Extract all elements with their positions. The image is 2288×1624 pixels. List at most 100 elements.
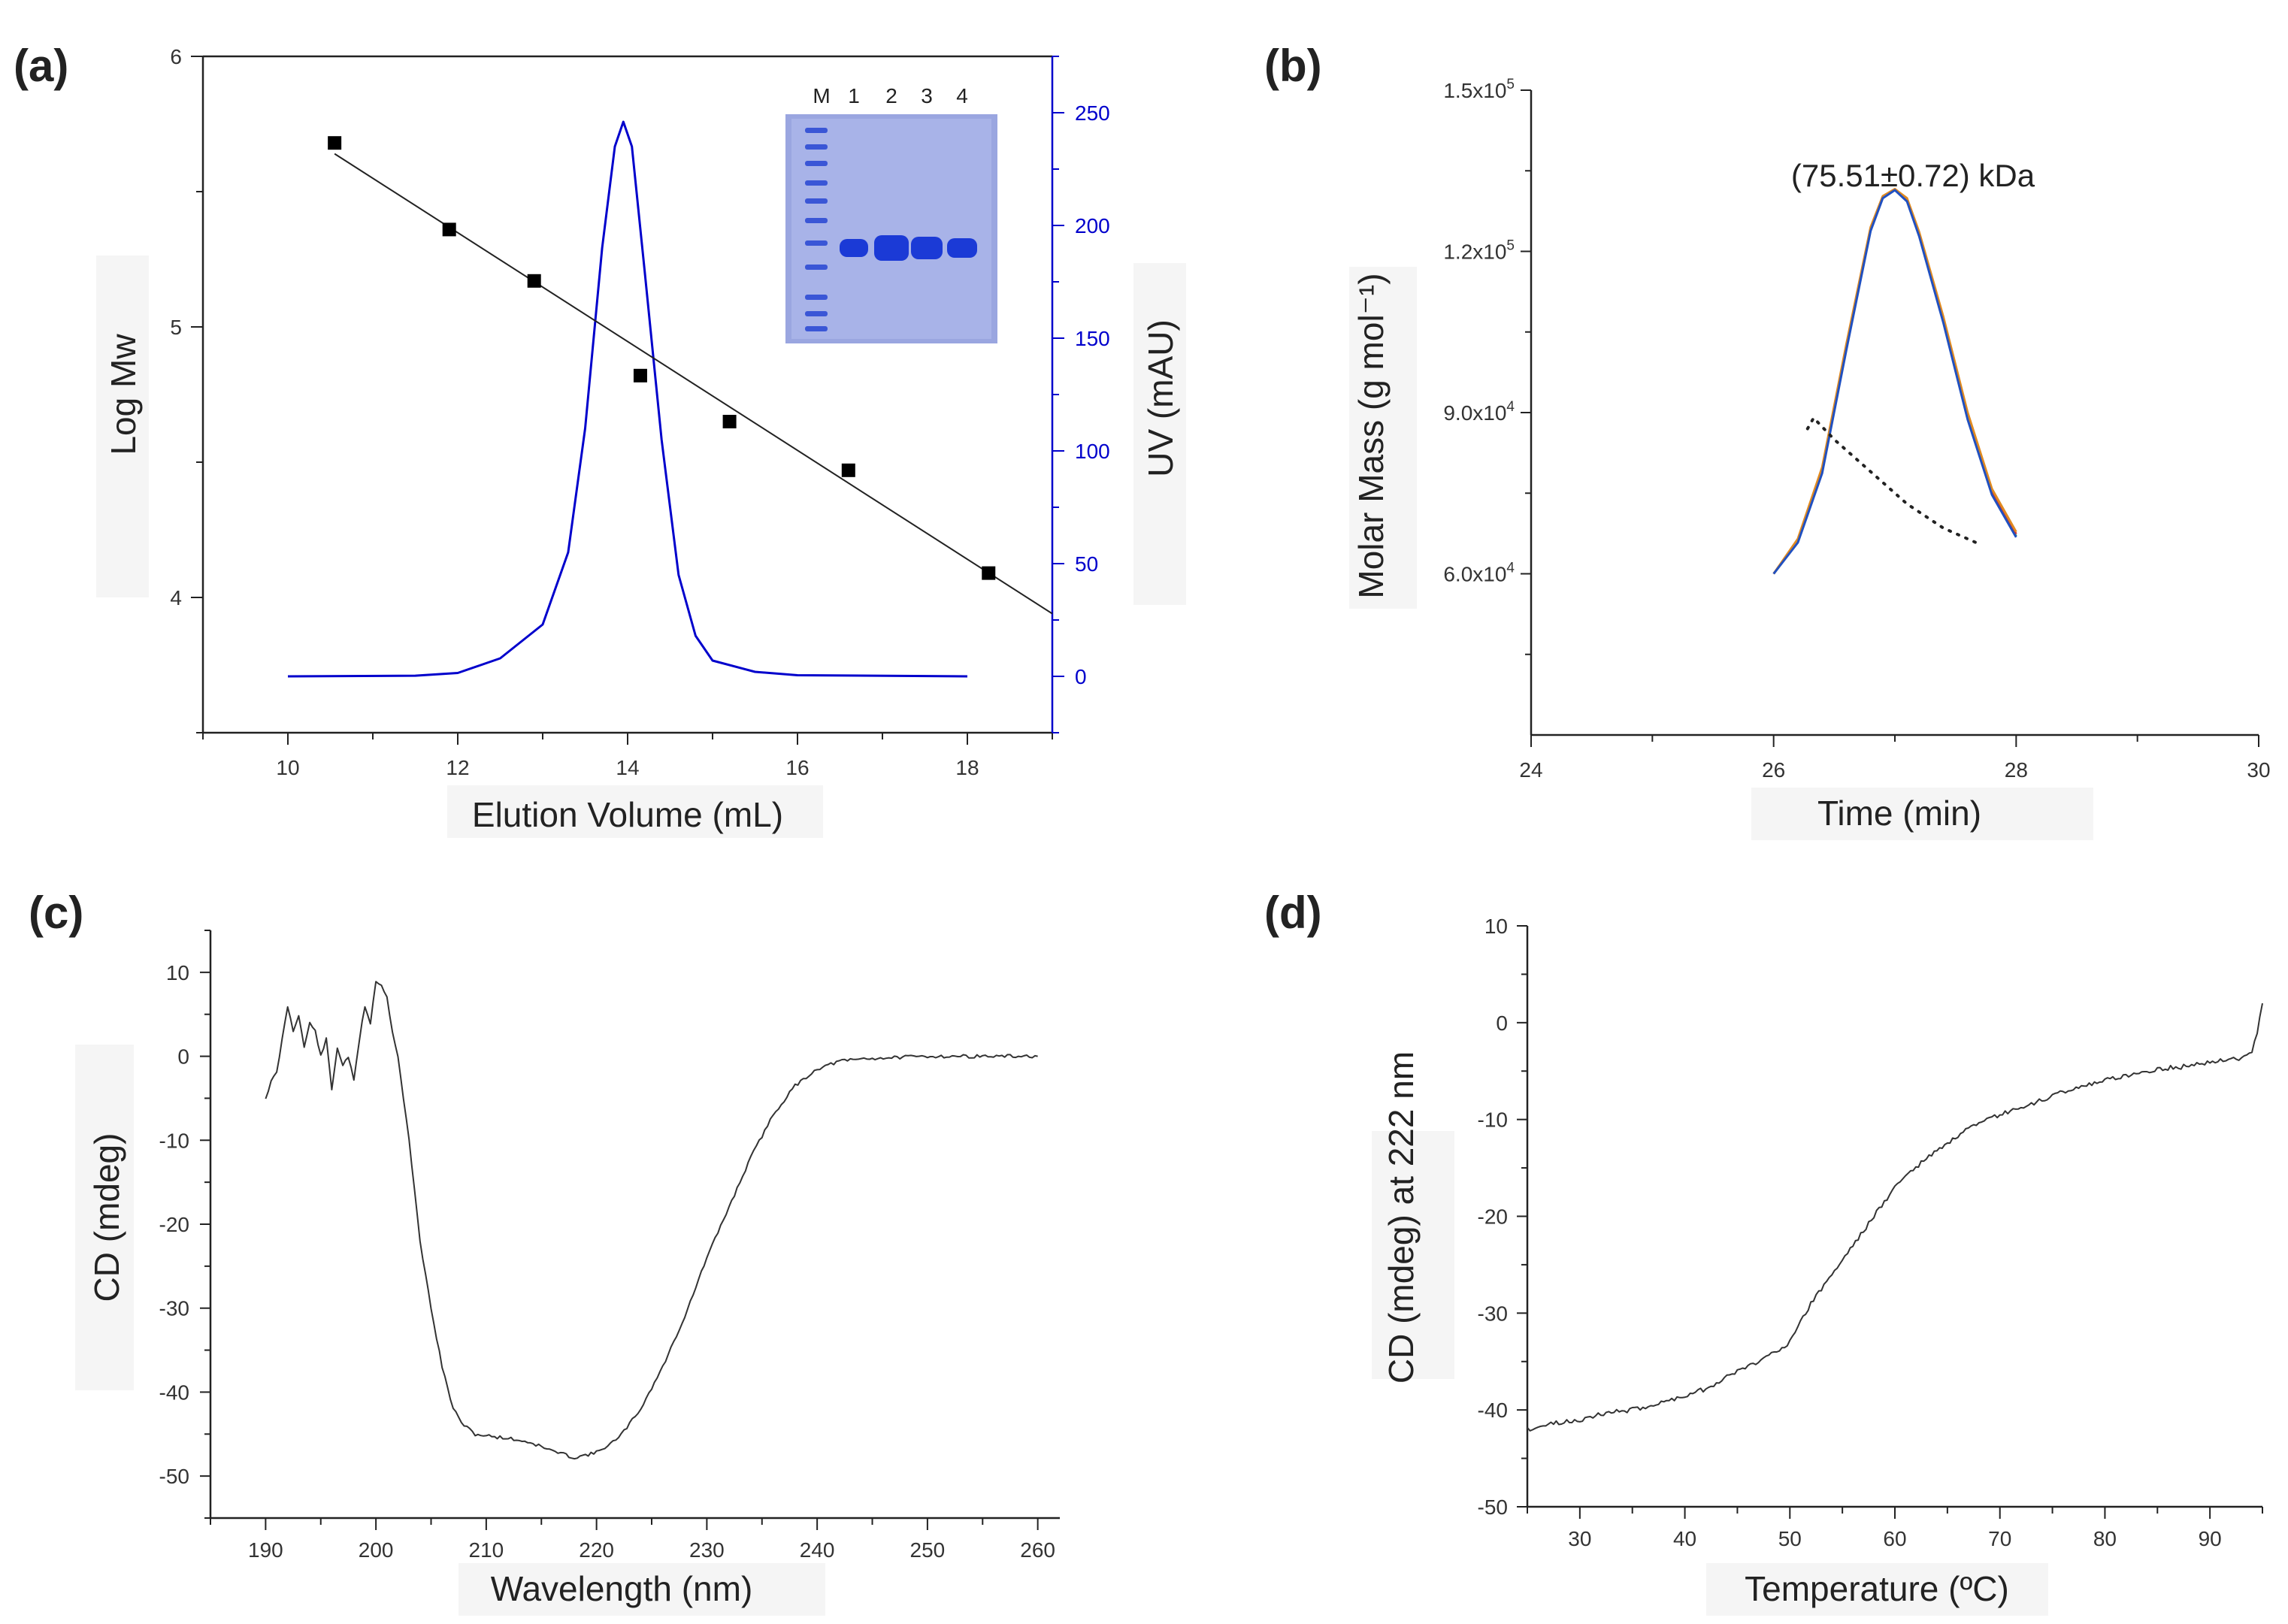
gel-lane-label: 4 bbox=[956, 84, 968, 107]
ylabel-bg-d bbox=[1372, 1131, 1454, 1379]
x-tick-label-d: 60 bbox=[1883, 1527, 1906, 1550]
y2-tick-label-a: 150 bbox=[1075, 327, 1110, 350]
panel-label-a: (a) bbox=[14, 41, 68, 91]
marker-band bbox=[805, 311, 828, 316]
y-tick-label-b: 6.0x104 bbox=[1443, 561, 1515, 586]
peak-series-line bbox=[1772, 188, 2017, 575]
xlabel-bg-b bbox=[1751, 788, 2093, 840]
y-tick-label-d: -10 bbox=[1478, 1108, 1508, 1132]
ylabel-bg-a bbox=[96, 256, 149, 597]
peak-series-line bbox=[1772, 189, 2017, 575]
x-tick-label-b: 24 bbox=[1519, 758, 1542, 782]
sample-band bbox=[947, 238, 977, 258]
gel-lane-label: M bbox=[813, 84, 830, 107]
y2-tick-label-a: 50 bbox=[1075, 552, 1098, 576]
uv-trace-line bbox=[287, 120, 968, 678]
marker-band bbox=[805, 144, 828, 150]
marker-band bbox=[805, 180, 828, 186]
x-tick-label-a: 14 bbox=[616, 756, 639, 779]
y-tick-label-c: 10 bbox=[166, 961, 189, 984]
y-tick-label-c: 0 bbox=[177, 1045, 189, 1069]
x-tick-label-a: 10 bbox=[276, 756, 299, 779]
gel-lane-label: 2 bbox=[885, 84, 897, 107]
x-tick-label-d: 30 bbox=[1568, 1527, 1591, 1550]
panel-label-c: (c) bbox=[29, 888, 83, 938]
y-tick-label-d: -20 bbox=[1478, 1205, 1508, 1229]
standard-point bbox=[527, 274, 541, 288]
cd-spectrum-line bbox=[265, 981, 1038, 1460]
y2-tick-label-a: 0 bbox=[1075, 665, 1087, 688]
x-axis-title-c: Wavelength (nm) bbox=[491, 1569, 753, 1608]
x-tick-label-d: 40 bbox=[1673, 1527, 1696, 1550]
y-tick-label-a: 6 bbox=[170, 45, 182, 68]
sample-band bbox=[911, 237, 943, 259]
panel-c: (c) 190 200 210 220 230 240 250 260 10 0 -10 -20 -30 -… bbox=[29, 888, 1060, 1616]
y-tick-label-b: 9.0x104 bbox=[1443, 399, 1515, 425]
y2label-bg-a bbox=[1133, 263, 1186, 605]
x-tick-label-a: 16 bbox=[785, 756, 809, 779]
standard-point bbox=[633, 368, 647, 383]
y-tick-label-d: 10 bbox=[1484, 915, 1508, 938]
y-tick-label-c: -10 bbox=[159, 1129, 189, 1152]
panel-label-b: (b) bbox=[1264, 41, 1322, 91]
x-tick-label-c: 220 bbox=[579, 1538, 614, 1562]
y-tick-label-b: 1.5x105 bbox=[1443, 77, 1515, 102]
molar-mass-dotted-line bbox=[1805, 415, 1981, 546]
x-tick-label-c: 260 bbox=[1020, 1538, 1055, 1562]
y-tick-label-c: -40 bbox=[159, 1381, 189, 1404]
peak-series-line bbox=[1772, 188, 2017, 575]
x-tick-label-a: 18 bbox=[955, 756, 979, 779]
y-tick-label-c: -50 bbox=[159, 1465, 189, 1488]
standard-point bbox=[328, 136, 342, 150]
marker-band bbox=[805, 265, 828, 270]
marker-band bbox=[805, 295, 828, 300]
x-axis-title-d: Temperature (ºC) bbox=[1745, 1569, 2009, 1608]
xlabel-bg-c bbox=[459, 1563, 825, 1616]
panel-label-d: (d) bbox=[1264, 888, 1322, 938]
y2-tick-label-a: 250 bbox=[1075, 101, 1110, 125]
y-tick-label-d: -30 bbox=[1478, 1302, 1508, 1325]
x-tick-label-b: 26 bbox=[1762, 758, 1785, 782]
y-tick-label-d: -50 bbox=[1478, 1495, 1508, 1519]
marker-band bbox=[805, 198, 828, 204]
y2-axis-title-a: UV (mAU) bbox=[1141, 319, 1180, 477]
gel-lane-label: 1 bbox=[848, 84, 860, 107]
thermal-melt-line bbox=[1527, 1003, 2263, 1432]
x-tick-label-c: 210 bbox=[469, 1538, 504, 1562]
x-tick-label-a: 12 bbox=[446, 756, 469, 779]
standard-point bbox=[982, 566, 996, 580]
gel-lane-label: 3 bbox=[921, 84, 933, 107]
y-axis-title-b: Molar Mass (g mol⁻¹) bbox=[1351, 273, 1391, 598]
marker-band bbox=[805, 128, 828, 133]
y-tick-label-a: 4 bbox=[170, 586, 182, 609]
x-tick-label-c: 250 bbox=[910, 1538, 946, 1562]
y-tick-label-d: 0 bbox=[1496, 1012, 1508, 1035]
y-axis-title-d: CD (mdeg) at 222 nm bbox=[1382, 1051, 1421, 1384]
x-tick-label-c: 200 bbox=[359, 1538, 394, 1562]
sample-band bbox=[840, 239, 868, 257]
marker-band bbox=[805, 218, 828, 223]
ylabel-bg-c bbox=[75, 1045, 134, 1390]
standard-point bbox=[841, 463, 855, 477]
y-axis-title-a: Log Mw bbox=[104, 334, 143, 455]
gel-background bbox=[791, 119, 991, 339]
marker-band bbox=[805, 326, 828, 331]
x-tick-label-c: 190 bbox=[248, 1538, 283, 1562]
y2-tick-label-a: 200 bbox=[1075, 214, 1110, 237]
standard-point bbox=[442, 222, 456, 237]
x-axis-title-a: Elution Volume (mL) bbox=[472, 795, 783, 834]
y-tick-label-a: 5 bbox=[170, 316, 182, 339]
y-axis-title-c: CD (mdeg) bbox=[87, 1133, 126, 1302]
marker-band bbox=[805, 161, 828, 166]
x-tick-label-b: 28 bbox=[2005, 758, 2028, 782]
xlabel-bg-a bbox=[447, 785, 823, 838]
y-tick-label-c: -20 bbox=[159, 1213, 189, 1236]
panel-b: (b) 24 26 28 30 6.0x104 9.0x104 1.2x105 1.5x105 T… bbox=[1264, 41, 2271, 840]
mass-annotation: (75.51±0.72) kDa bbox=[1791, 158, 2035, 193]
x-tick-label-d: 70 bbox=[1988, 1527, 2011, 1550]
x-tick-label-d: 80 bbox=[2093, 1527, 2117, 1550]
x-tick-label-c: 230 bbox=[689, 1538, 725, 1562]
y-tick-label-c: -30 bbox=[159, 1297, 189, 1320]
